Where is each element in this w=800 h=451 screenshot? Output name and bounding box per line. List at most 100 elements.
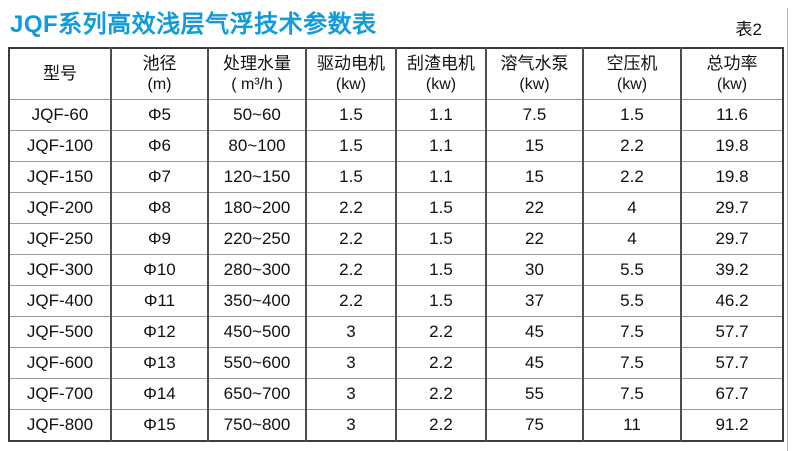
header-row: 型号 池径 (m) 处理水量( m³/h ) 驱动电机 (kw) 刮渣电机 (kw) 溶气水泵(… — [9, 48, 783, 100]
table-cell: 30 — [485, 254, 583, 286]
table-cell: Φ10 — [110, 254, 208, 286]
table-cell: 2.2 — [395, 347, 486, 379]
table-cell: 550~600 — [207, 347, 306, 379]
table-cell: JQF-800 — [9, 409, 111, 441]
table-row: JQF-250 Φ9 220~250 2.2 1.5 22 4 29.7 — [9, 223, 783, 255]
column-header: 总功率 (kw) — [680, 48, 783, 100]
table-row: JQF-150 Φ7 120~150 1.5 1.1 15 2.2 19.8 — [9, 161, 783, 193]
page-edge-divider — [787, 8, 788, 451]
table-cell: 75 — [485, 409, 583, 441]
table-cell: 37 — [485, 285, 583, 317]
title-bar: JQF系列高效浅层气浮技术参数表 表2 — [0, 0, 800, 44]
table-cell: 2.2 — [305, 285, 396, 317]
table-cell: 3 — [305, 347, 396, 379]
table-cell: 350~400 — [207, 285, 306, 317]
column-header: 处理水量( m³/h ) — [207, 48, 306, 100]
column-header: 池径 (m) — [110, 48, 208, 100]
table-cell: 29.7 — [680, 223, 783, 255]
column-header: 溶气水泵 (kw) — [485, 48, 583, 100]
table-cell: 2.2 — [395, 409, 486, 441]
table-cell: 450~500 — [207, 316, 306, 348]
table-cell: 1.1 — [395, 130, 486, 162]
table-row: JQF-300 Φ10 280~300 2.2 1.5 30 5.5 39.2 — [9, 254, 783, 286]
spec-table: 型号 池径 (m) 处理水量( m³/h ) 驱动电机 (kw) 刮渣电机 (kw) 溶气水泵(… — [8, 47, 784, 442]
table-cell: Φ14 — [110, 378, 208, 410]
table-cell: JQF-60 — [9, 99, 111, 131]
page-title: JQF系列高效浅层气浮技术参数表 — [10, 11, 377, 38]
column-header: 刮渣电机 (kw) — [395, 48, 486, 100]
table-cell: 650~700 — [207, 378, 306, 410]
table-row: JQF-600 Φ13 550~600 3 2.2 45 7.5 57.7 — [9, 347, 783, 379]
table-cell: 80~100 — [207, 130, 306, 162]
table-cell: 220~250 — [207, 223, 306, 255]
table-cell: Φ7 — [110, 161, 208, 193]
table-cell: 1.5 — [395, 254, 486, 286]
table-cell: 22 — [485, 223, 583, 255]
table-cell: Φ9 — [110, 223, 208, 255]
table-cell: 57.7 — [680, 316, 783, 348]
table-cell: 29.7 — [680, 192, 783, 224]
table-cell: 22 — [485, 192, 583, 224]
table-cell: Φ5 — [110, 99, 208, 131]
column-header: 空压机 (kw) — [582, 48, 681, 100]
table-cell: 750~800 — [207, 409, 306, 441]
table-cell: 3 — [305, 409, 396, 441]
table-row: JQF-100 Φ6 80~100 1.5 1.1 15 2.2 19.8 — [9, 130, 783, 162]
table-number-label: 表2 — [735, 20, 762, 39]
table-cell: JQF-250 — [9, 223, 111, 255]
table-cell: 67.7 — [680, 378, 783, 410]
table-cell: JQF-400 — [9, 285, 111, 317]
table-cell: 19.8 — [680, 161, 783, 193]
table-header: 型号 池径 (m) 处理水量( m³/h ) 驱动电机 (kw) 刮渣电机 (kw) 溶气水泵(… — [9, 48, 783, 100]
table-cell: Φ6 — [110, 130, 208, 162]
table-cell: 39.2 — [680, 254, 783, 286]
table-cell: 45 — [485, 347, 583, 379]
table-cell: JQF-100 — [9, 130, 111, 162]
table-cell: Φ8 — [110, 192, 208, 224]
table-cell: 2.2 — [305, 223, 396, 255]
table-cell: JQF-700 — [9, 378, 111, 410]
table-cell: 4 — [582, 223, 681, 255]
table-cell: 5.5 — [582, 254, 681, 286]
table-cell: JQF-300 — [9, 254, 111, 286]
table-cell: Φ12 — [110, 316, 208, 348]
table-cell: 7.5 — [582, 347, 681, 379]
table-cell: JQF-150 — [9, 161, 111, 193]
table-row: JQF-400 Φ11 350~400 2.2 1.5 37 5.5 46.2 — [9, 285, 783, 317]
table-cell: 15 — [485, 130, 583, 162]
table-cell: 280~300 — [207, 254, 306, 286]
column-header: 驱动电机 (kw) — [305, 48, 396, 100]
column-header: 型号 — [43, 63, 77, 83]
table-cell: 1.5 — [395, 285, 486, 317]
table-cell: 2.2 — [582, 161, 681, 193]
table-cell: 57.7 — [680, 347, 783, 379]
table-cell: 7.5 — [582, 378, 681, 410]
table-cell: 1.5 — [395, 223, 486, 255]
table-cell: 2.2 — [395, 316, 486, 348]
table-cell: 4 — [582, 192, 681, 224]
table-cell: 55 — [485, 378, 583, 410]
table-cell: Φ11 — [110, 285, 208, 317]
table-cell: 1.5 — [305, 161, 396, 193]
table-row: JQF-700 Φ14 650~700 3 2.2 55 7.5 67.7 — [9, 378, 783, 410]
table-row: JQF-60 Φ5 50~60 1.5 1.1 7.5 1.5 11.6 — [9, 99, 783, 131]
table-cell: 19.8 — [680, 130, 783, 162]
table-cell: 45 — [485, 316, 583, 348]
table-cell: 120~150 — [207, 161, 306, 193]
table-cell: 2.2 — [305, 254, 396, 286]
table-cell: JQF-500 — [9, 316, 111, 348]
table-cell: 2.2 — [305, 192, 396, 224]
table-cell: JQF-200 — [9, 192, 111, 224]
table-cell: 1.5 — [305, 99, 396, 131]
table-cell: 11.6 — [680, 99, 783, 131]
table-cell: 3 — [305, 378, 396, 410]
table-cell: 2.2 — [582, 130, 681, 162]
table-cell: 1.1 — [395, 99, 486, 131]
table-cell: 15 — [485, 161, 583, 193]
table-cell: 50~60 — [207, 99, 306, 131]
table-cell: 91.2 — [680, 409, 783, 441]
table-cell: JQF-600 — [9, 347, 111, 379]
table-row: JQF-200 Φ8 180~200 2.2 1.5 22 4 29.7 — [9, 192, 783, 224]
table-cell: 5.5 — [582, 285, 681, 317]
table-cell: 46.2 — [680, 285, 783, 317]
